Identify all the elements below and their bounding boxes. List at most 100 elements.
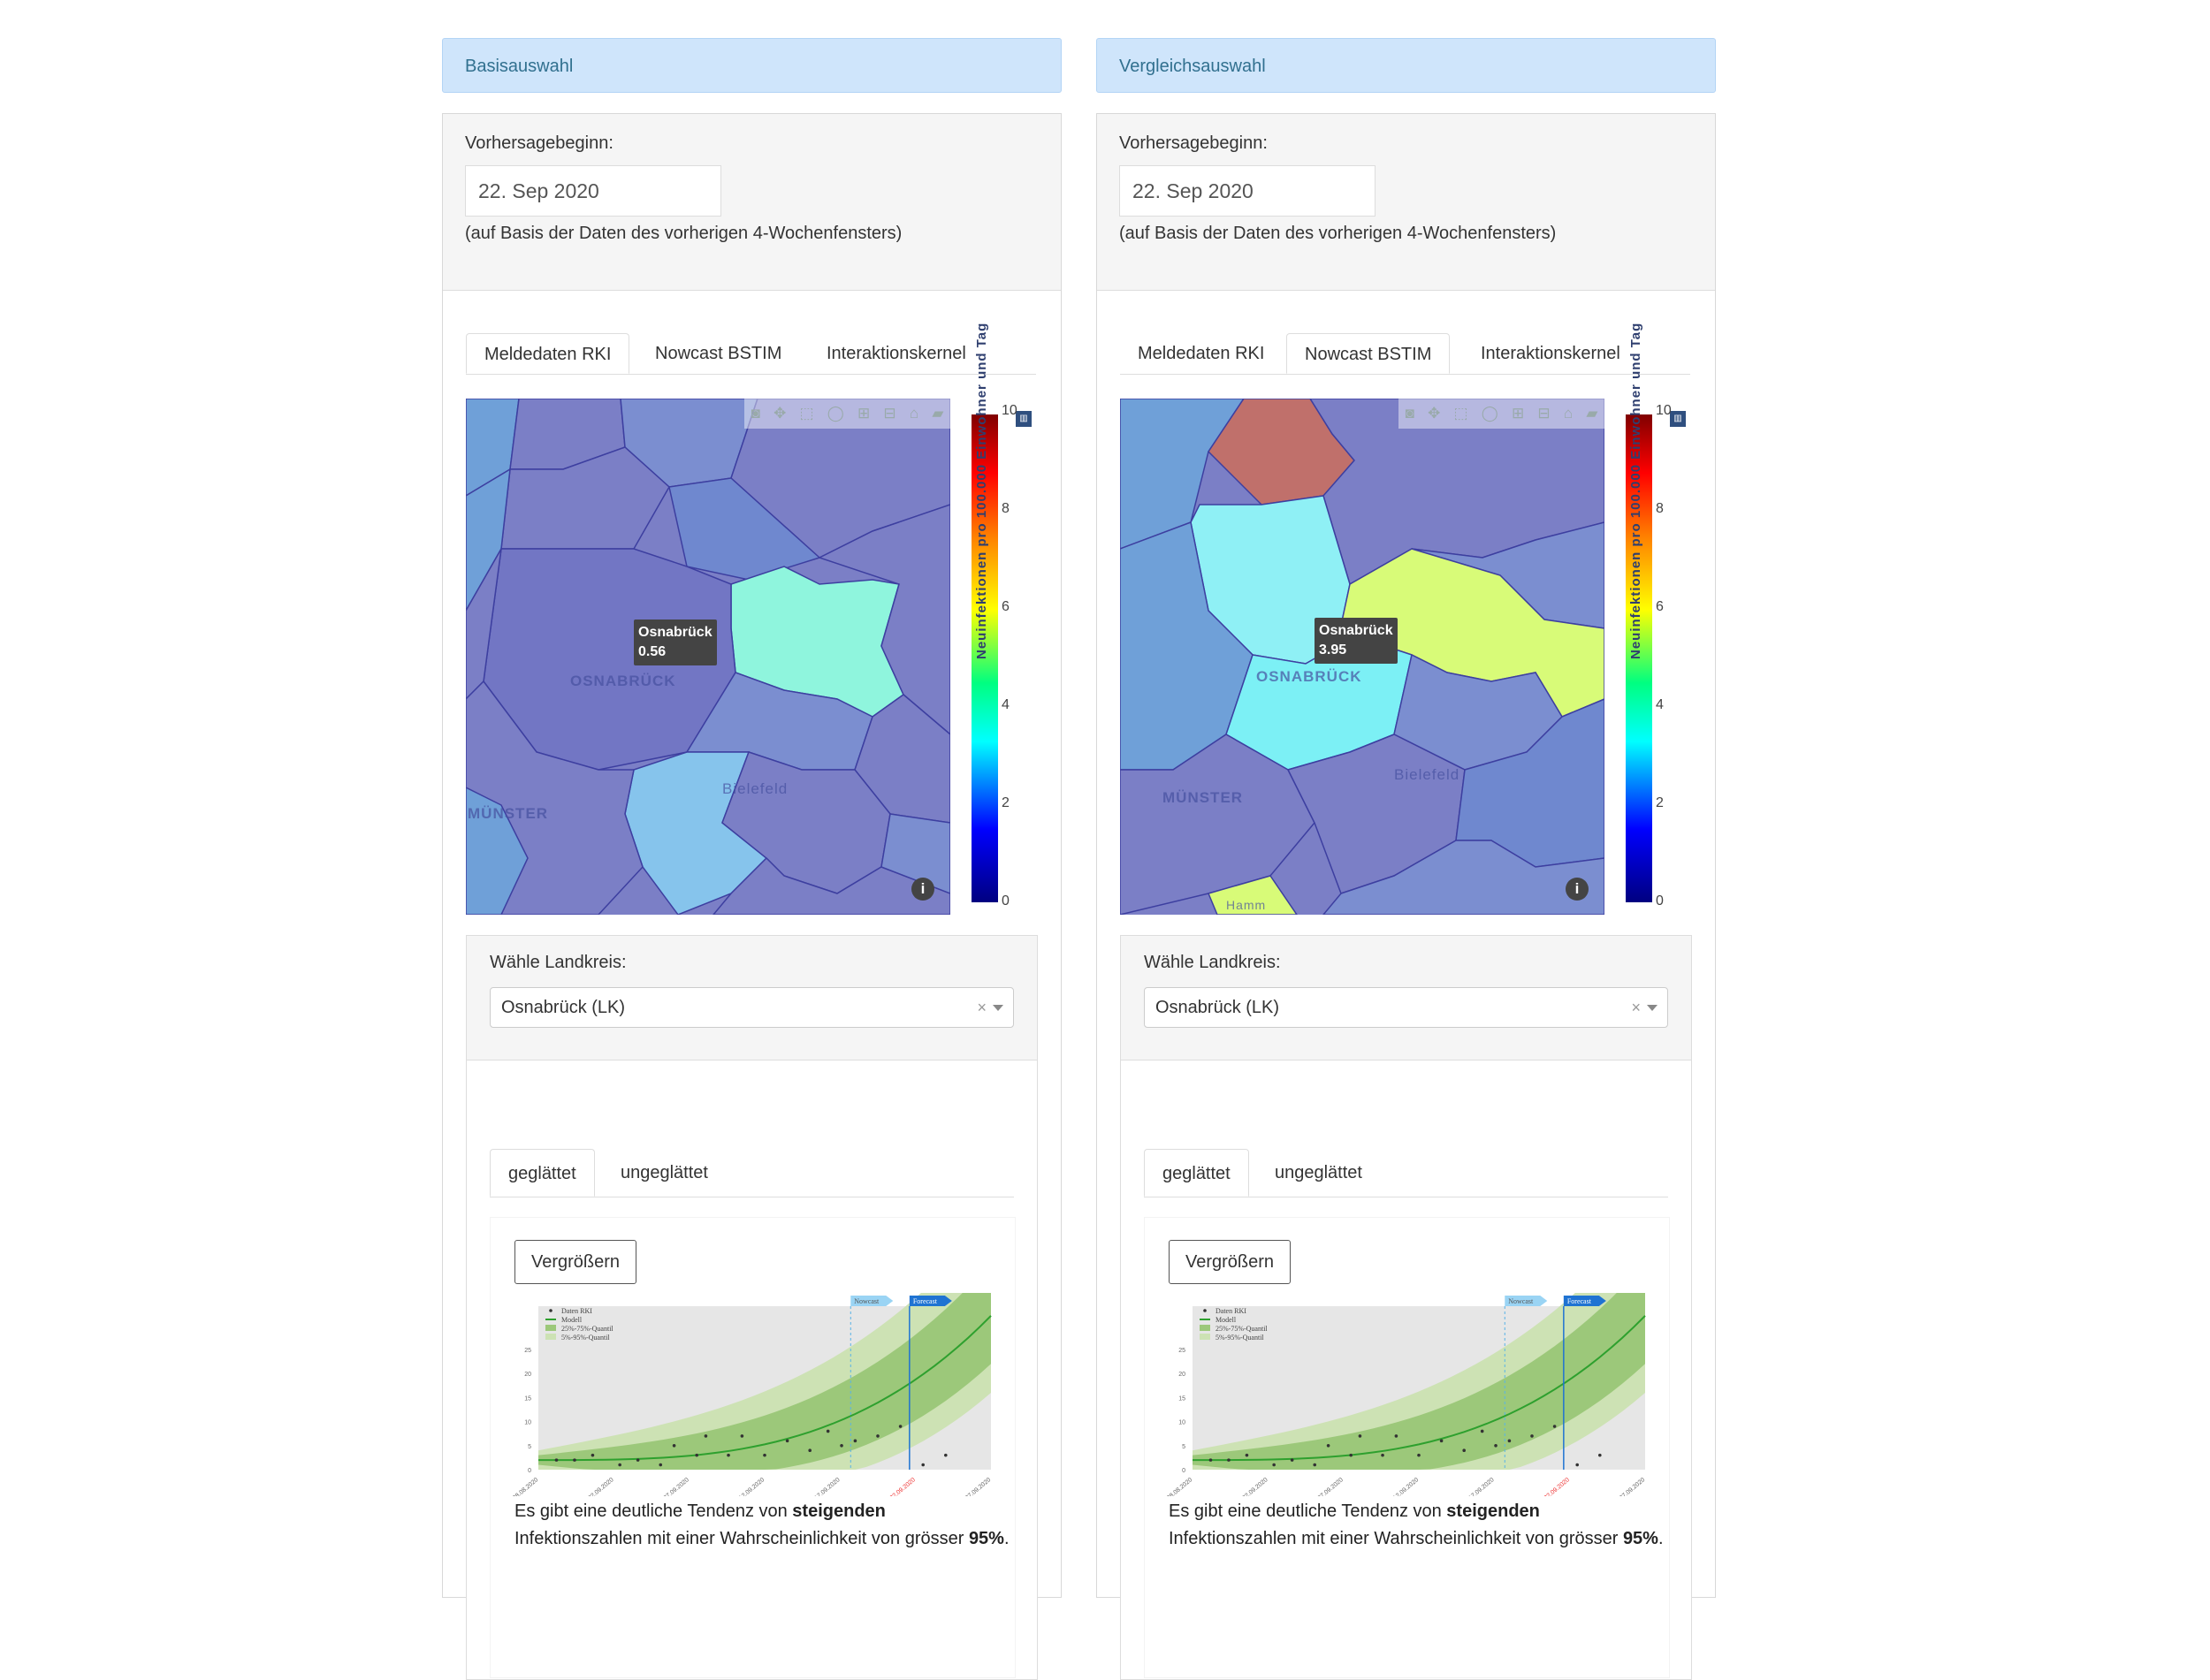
trend-card: Vergrößern Nowcast Forecast Daten RKI Model… bbox=[490, 1217, 1016, 1678]
camera-icon[interactable]: ◙ bbox=[1405, 405, 1414, 422]
data-point bbox=[840, 1443, 843, 1448]
trend-chart[interactable]: Nowcast Forecast Daten RKIModell25%-75%-Qu… bbox=[1162, 1293, 1658, 1496]
tab-interaktionskernel[interactable]: Interaktionskernel bbox=[827, 344, 966, 363]
x-tick-label: 07.09.2020 bbox=[663, 1477, 690, 1496]
box-select-icon[interactable]: ⬚ bbox=[1453, 405, 1468, 422]
nowcast-label: Nowcast bbox=[854, 1297, 880, 1305]
y-tick-label: 20 bbox=[524, 1372, 531, 1378]
y-tick-label: 0 bbox=[528, 1468, 531, 1474]
landkreis-select[interactable]: Osnabrück (LK) × bbox=[1144, 987, 1668, 1028]
x-tick-label: 17.09.2020 bbox=[813, 1477, 841, 1496]
data-point bbox=[763, 1453, 766, 1457]
forecast-date-input[interactable]: 22. Sep 2020 bbox=[1119, 165, 1376, 217]
x-tick-label: 28.08.2020 bbox=[1166, 1477, 1193, 1496]
enlarge-button[interactable]: Vergrößern bbox=[1169, 1240, 1291, 1284]
legend-label: 25%-75%-Quantil bbox=[1216, 1325, 1268, 1333]
comparison-selection-panel: Vorhersagebeginn: 22. Sep 2020 (auf Basi… bbox=[1096, 113, 1716, 1680]
tab-nowcast-bstim[interactable]: Nowcast BSTIM bbox=[1286, 333, 1451, 374]
reset-icon[interactable]: ⌂ bbox=[909, 405, 919, 422]
x-tick-label: 12.09.2020 bbox=[738, 1477, 766, 1496]
chevron-down-icon[interactable] bbox=[993, 1005, 1003, 1011]
landkreis-panel: Wähle Landkreis: Osnabrück (LK) × geglät… bbox=[466, 935, 1038, 1680]
y-tick-label: 5 bbox=[528, 1444, 531, 1450]
legend-swatch bbox=[545, 1325, 556, 1331]
colorbar-title: Neuinfektionen pro 100.000 Einwohner und… bbox=[1628, 322, 1643, 659]
map-modebar: ◙ ✥ ⬚ ◯ ⊞ ⊟ ⌂ ▰ bbox=[1398, 399, 1604, 429]
nowcast-label: Nowcast bbox=[1508, 1297, 1534, 1305]
tooltip-region-name: Osnabrück bbox=[1319, 623, 1393, 638]
tab-ungeglaettet[interactable]: ungeglättet bbox=[1275, 1163, 1362, 1182]
tab-ungeglaettet[interactable]: ungeglättet bbox=[621, 1163, 708, 1182]
zoom-in-icon[interactable]: ⊞ bbox=[1511, 405, 1525, 422]
y-tick-label: 25 bbox=[524, 1348, 531, 1354]
x-tick-label: 22.09.2020 bbox=[1543, 1477, 1571, 1496]
chevron-down-icon[interactable] bbox=[1647, 1005, 1658, 1011]
data-point bbox=[826, 1429, 830, 1433]
zoom-out-icon[interactable]: ⊟ bbox=[1537, 405, 1551, 422]
data-point bbox=[727, 1453, 730, 1457]
lasso-icon[interactable]: ◯ bbox=[827, 405, 844, 422]
x-tick-label: 12.09.2020 bbox=[1392, 1477, 1420, 1496]
forecast-start-section: Vorhersagebeginn: 22. Sep 2020 (auf Basi… bbox=[1097, 114, 1715, 291]
chart-type-icon[interactable]: ▥ bbox=[1016, 411, 1032, 427]
plotly-logo-icon[interactable]: ▰ bbox=[1586, 405, 1598, 422]
tab-meldedaten-rki[interactable]: Meldedaten RKI bbox=[466, 333, 630, 374]
chart-type-icon[interactable]: ▥ bbox=[1670, 411, 1686, 427]
forecast-date-input[interactable]: 22. Sep 2020 bbox=[465, 165, 721, 217]
colorbar-title: Neuinfektionen pro 100.000 Einwohner und… bbox=[974, 322, 989, 659]
data-point bbox=[1462, 1448, 1466, 1453]
x-tick-label: 02.09.2020 bbox=[1241, 1477, 1269, 1496]
data-point bbox=[1394, 1434, 1398, 1438]
trend-chart[interactable]: Nowcast Forecast Daten RKIModell25%-75%-Qu… bbox=[508, 1293, 1003, 1496]
choropleth-map[interactable]: ◙ ✥ ⬚ ◯ ⊞ ⊟ ⌂ ▰ Osnabrück 3.95 OSNABRÜCK… bbox=[1120, 399, 1604, 915]
pan-icon[interactable]: ✥ bbox=[774, 405, 787, 422]
pan-icon[interactable]: ✥ bbox=[1428, 405, 1441, 422]
data-point bbox=[1480, 1429, 1484, 1433]
camera-icon[interactable]: ◙ bbox=[751, 405, 760, 422]
map-regions bbox=[466, 399, 950, 915]
enlarge-button[interactable]: Vergrößern bbox=[514, 1240, 636, 1284]
zoom-out-icon[interactable]: ⊟ bbox=[883, 405, 896, 422]
y-tick-label: 15 bbox=[1178, 1395, 1185, 1402]
legend-label: Daten RKI bbox=[561, 1307, 592, 1315]
tendency-mid: Infektionszahlen mit einer Wahrscheinlic… bbox=[1169, 1529, 1623, 1548]
nowcast-arrow bbox=[1505, 1296, 1548, 1306]
data-point bbox=[1272, 1463, 1276, 1467]
tab-geglaettet[interactable]: geglättet bbox=[490, 1149, 595, 1197]
choropleth-map[interactable]: ◙ ✥ ⬚ ◯ ⊞ ⊟ ⌂ ▰ Osnabrück 0.56 OSNABRÜCK… bbox=[466, 399, 950, 915]
landkreis-select[interactable]: Osnabrück (LK) × bbox=[490, 987, 1014, 1028]
colorbar-tick: 0 bbox=[1002, 893, 1010, 908]
info-icon[interactable]: i bbox=[1566, 878, 1589, 901]
tendency-direction: steigenden bbox=[792, 1501, 886, 1521]
data-point bbox=[1245, 1453, 1249, 1457]
y-tick-label: 0 bbox=[1182, 1468, 1185, 1474]
tab-geglaettet[interactable]: geglättet bbox=[1144, 1149, 1249, 1197]
smoothing-tabs: geglättet ungeglättet bbox=[1144, 1149, 1668, 1197]
data-point bbox=[1326, 1443, 1330, 1448]
map-label-bielefeld: Bielefeld bbox=[722, 780, 789, 797]
info-icon[interactable]: i bbox=[911, 878, 934, 901]
data-point bbox=[785, 1439, 789, 1443]
colorbar-tick: 6 bbox=[1656, 599, 1664, 614]
data-point bbox=[1552, 1425, 1557, 1428]
colorbar-tick: 0 bbox=[1656, 893, 1664, 908]
clear-icon[interactable]: × bbox=[1631, 999, 1641, 1016]
tendency-text: Es gibt eine deutliche Tendenz von steig… bbox=[514, 1498, 1010, 1553]
data-point bbox=[636, 1458, 640, 1462]
zoom-in-icon[interactable]: ⊞ bbox=[857, 405, 871, 422]
lasso-icon[interactable]: ◯ bbox=[1481, 405, 1498, 422]
box-select-icon[interactable]: ⬚ bbox=[799, 405, 814, 422]
plotly-logo-icon[interactable]: ▰ bbox=[932, 405, 944, 422]
legend-swatch bbox=[549, 1309, 552, 1312]
map-label-hamm: Hamm bbox=[1226, 898, 1267, 912]
tendency-probability: 95% bbox=[1622, 1529, 1658, 1548]
tab-meldedaten-rki[interactable]: Meldedaten RKI bbox=[1138, 344, 1265, 363]
colorbar-tick: 8 bbox=[1002, 501, 1010, 516]
clear-icon[interactable]: × bbox=[977, 999, 987, 1016]
x-tick-label: 27.09.2020 bbox=[964, 1477, 992, 1496]
data-point bbox=[1575, 1463, 1579, 1467]
x-tick-label: 28.08.2020 bbox=[512, 1477, 539, 1496]
reset-icon[interactable]: ⌂ bbox=[1563, 405, 1574, 422]
tab-interaktionskernel[interactable]: Interaktionskernel bbox=[1481, 344, 1620, 363]
tab-nowcast-bstim[interactable]: Nowcast BSTIM bbox=[655, 344, 782, 363]
